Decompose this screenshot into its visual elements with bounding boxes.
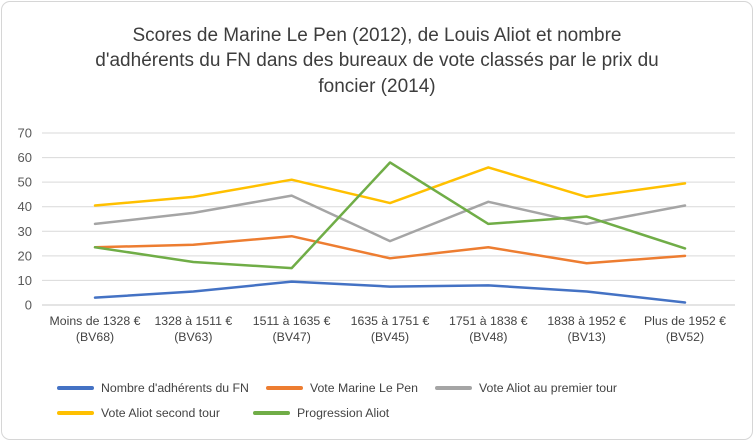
series-line-4	[93, 161, 687, 270]
legend-label: Vote Aliot au premier tour	[478, 381, 618, 395]
legend-item: Vote Marine Le Pen	[265, 381, 418, 395]
legend-item: Nombre d'adhérents du FN	[57, 381, 249, 395]
legend-label: Nombre d'adhérents du FN	[101, 381, 249, 395]
y-tick-label: 20	[18, 248, 32, 263]
y-tick-label: 10	[18, 273, 32, 288]
x-axis: Moins de 1328 € (BV68) 1328 à 1511 € (BV6…	[2, 313, 752, 355]
legend-label: Progression Aliot	[296, 406, 390, 420]
y-tick-label: 0	[25, 298, 32, 313]
chart-title: Scores de Marine Le Pen (2012), de Louis…	[95, 25, 659, 97]
x-axis-label: Moins de 1328 € (BV68)	[49, 314, 141, 345]
x-axis-label: 1635 à 1751 € (BV45)	[350, 314, 430, 345]
y-tick-label: 40	[18, 199, 32, 214]
legend-row-2: Vote Aliot second tour Progression Aliot	[57, 406, 422, 420]
x-axis-label: 1751 à 1838 € (BV48)	[449, 314, 528, 345]
legend-item: Vote Aliot second tour	[57, 406, 220, 420]
x-axis-label: Plus de 1952 € (BV52)	[643, 314, 726, 345]
legend-marker-line	[434, 386, 472, 390]
legend-marker-line	[57, 411, 94, 415]
legend-item: Progression Aliot	[252, 406, 390, 420]
x-axis-label: 1838 à 1952 € (BV13)	[547, 314, 626, 345]
series-line-0	[93, 280, 687, 304]
x-axis-label: 1328 à 1511 € (BV63)	[154, 314, 233, 345]
y-tick-label: 60	[18, 150, 32, 165]
series-line-1	[93, 234, 687, 265]
legend-label: Vote Aliot second tour	[101, 406, 220, 420]
legend-marker-line	[252, 411, 290, 415]
series-line-2	[93, 194, 687, 243]
legend-marker-line	[57, 386, 94, 390]
y-tick-label: 70	[18, 126, 32, 141]
series-line-3	[93, 166, 687, 207]
legend-item: Vote Aliot au premier tour	[434, 381, 618, 395]
legend-row-1: Nombre d'adhérents du FN Vote Marine Le P…	[57, 381, 634, 395]
y-tick-label: 30	[18, 224, 32, 239]
y-tick-label: 50	[18, 175, 32, 190]
x-axis-label: 1511 à 1635 € (BV47)	[252, 314, 331, 345]
legend-marker-line	[265, 386, 303, 390]
legend-label: Vote Marine Le Pen	[309, 381, 418, 395]
plot-area: 0 10 20 30 40 50 60 70	[18, 126, 735, 313]
